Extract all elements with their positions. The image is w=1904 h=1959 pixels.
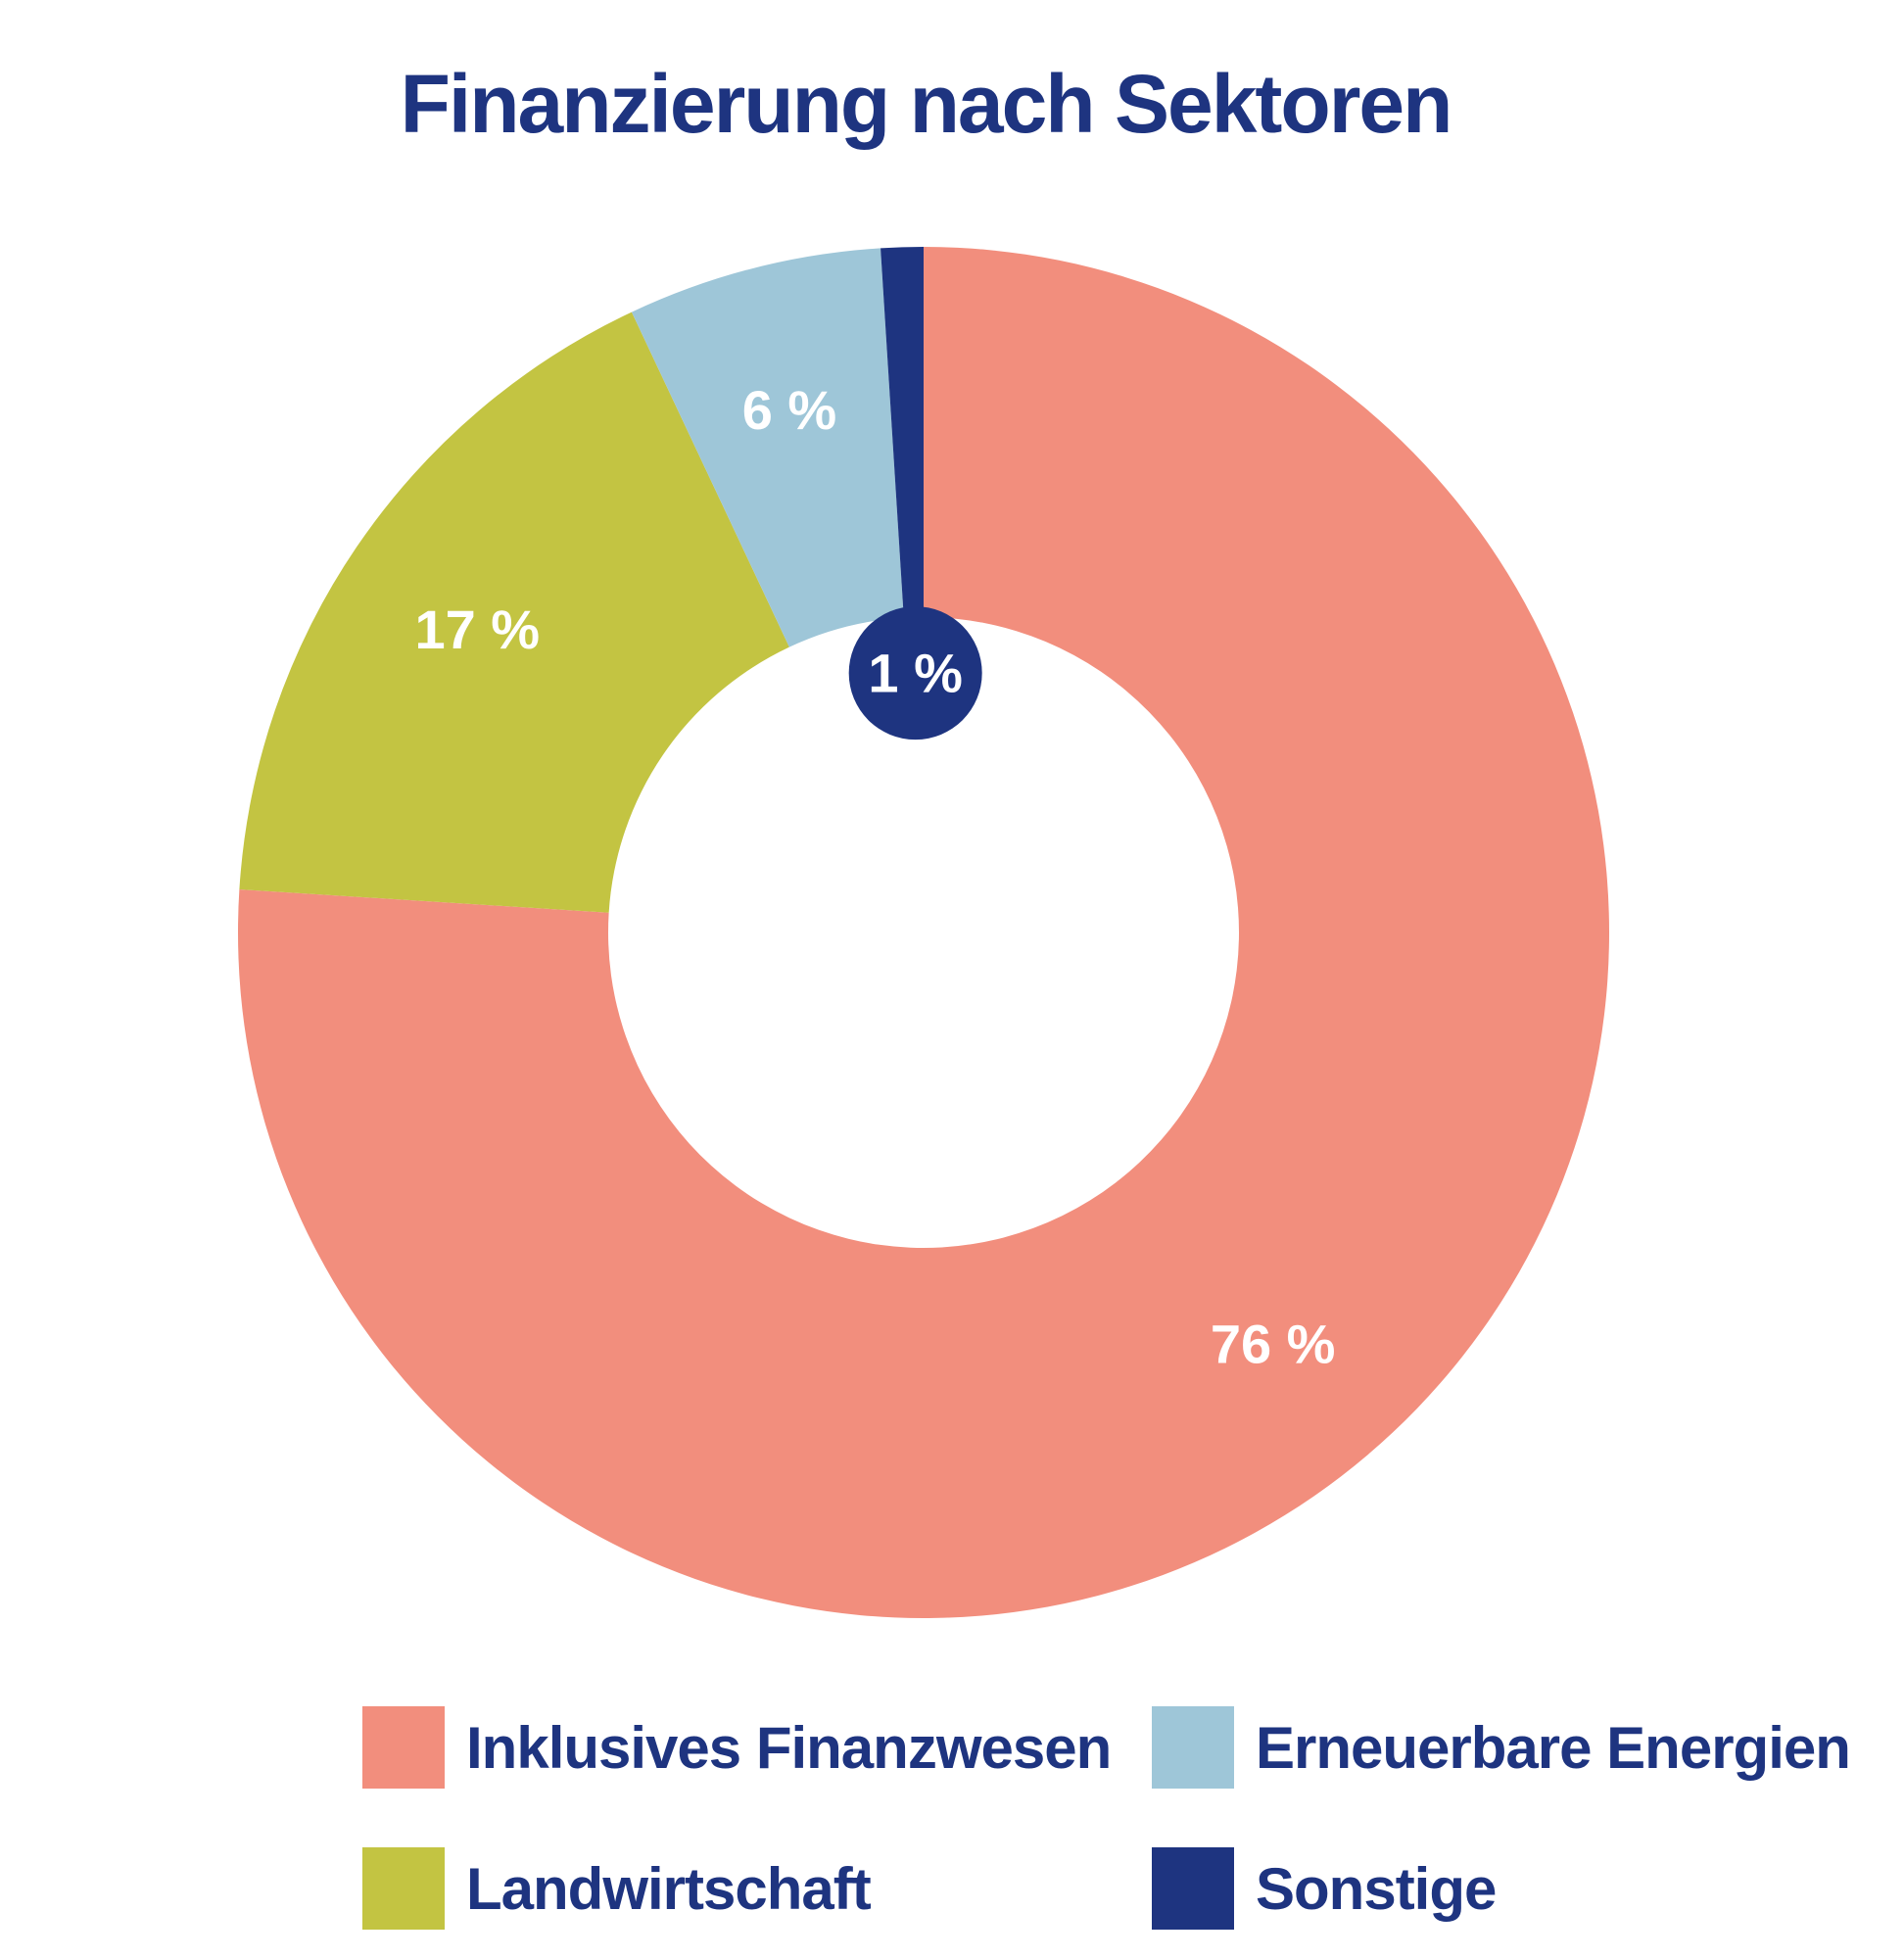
donut-slices: [238, 247, 1610, 1618]
slice-sonstige: [881, 247, 924, 618]
legend-swatch: [362, 1706, 445, 1789]
legend-swatch: [362, 1847, 445, 1930]
legend-swatch: [1152, 1706, 1234, 1789]
legend-item-erneuerbare-energien: Erneuerbare Energien: [1152, 1706, 1851, 1789]
legend-label: Inklusives Finanzwesen: [466, 1714, 1112, 1781]
legend-label: Sonstige: [1256, 1855, 1497, 1922]
chart-title: Finanzierung nach Sektoren: [400, 58, 1453, 150]
slice-landwirtschaft: [239, 311, 789, 913]
legend-label: Erneuerbare Energien: [1256, 1714, 1851, 1781]
slice-erneuerbare-energien: [631, 248, 904, 647]
donut-chart: 76 % 17 % 6 % 1 %: [238, 247, 1610, 1618]
legend-item-inklusives-finanzwesen: Inklusives Finanzwesen: [362, 1706, 1112, 1789]
slice-value-label: 1 %: [868, 643, 963, 704]
donut-labels: 76 % 17 % 6 % 1 %: [414, 379, 1335, 1375]
legend-item-sonstige: Sonstige: [1152, 1847, 1497, 1930]
slice-value-label: 76 %: [1211, 1314, 1336, 1375]
slice-value-label: 6 %: [742, 379, 837, 441]
slice-inklusives-finanzwesen: [238, 247, 1610, 1618]
slice-callout-badge: [848, 606, 982, 741]
legend-swatch: [1152, 1847, 1234, 1930]
legend-label: Landwirtschaft: [466, 1855, 872, 1922]
legend-item-landwirtschaft: Landwirtschaft: [362, 1847, 872, 1930]
slice-value-label: 17 %: [414, 598, 540, 660]
